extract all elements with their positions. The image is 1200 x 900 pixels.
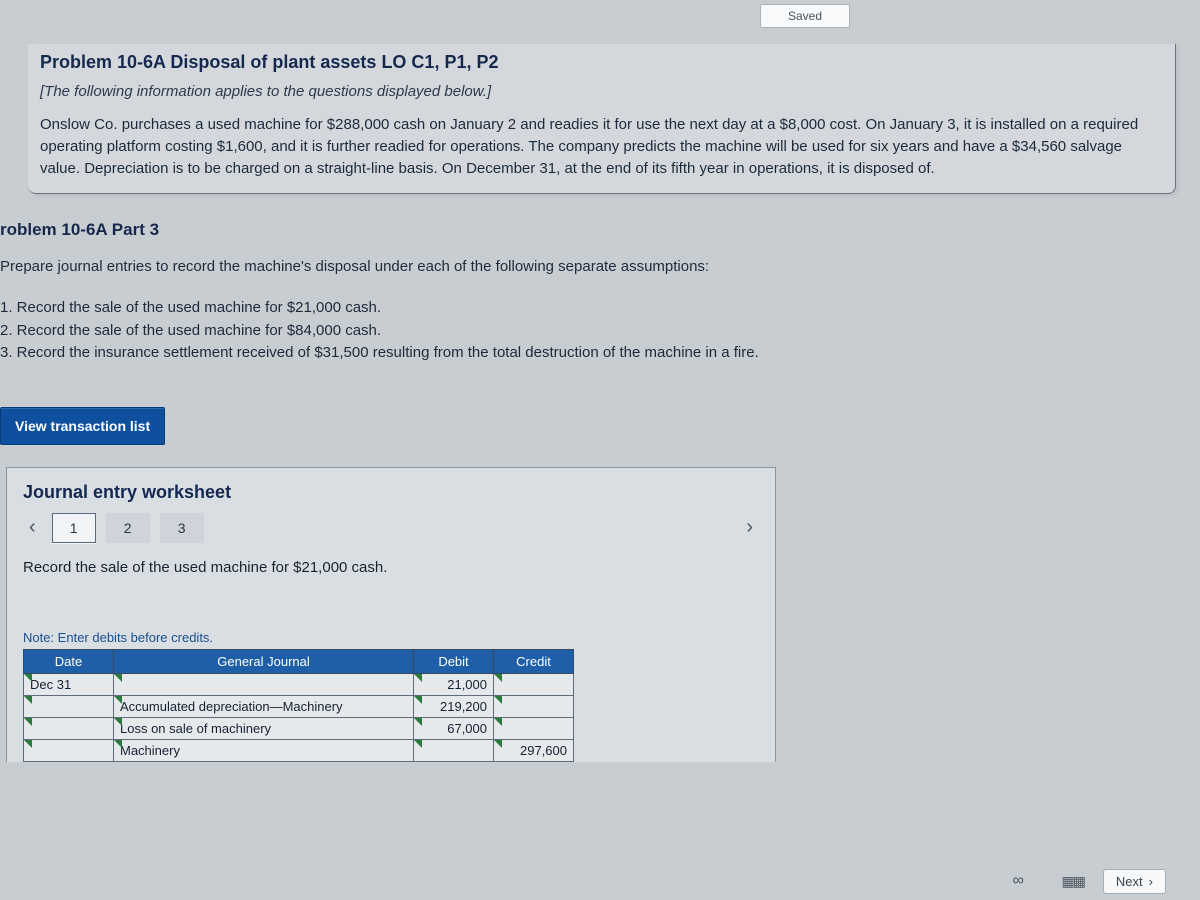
cell-account[interactable]: Accumulated depreciation—Machinery: [114, 695, 414, 717]
worksheet-tab-2[interactable]: 2: [106, 513, 150, 543]
table-row: Accumulated depreciation—Machinery 219,2…: [24, 695, 574, 717]
grid-icon[interactable]: ▦▦: [1062, 873, 1084, 890]
col-header-general-journal: General Journal: [114, 649, 414, 673]
worksheet-title: Journal entry worksheet: [23, 482, 759, 503]
table-row: Loss on sale of machinery 67,000: [24, 717, 574, 739]
view-transaction-list-button[interactable]: View transaction list: [0, 407, 165, 445]
table-row: Machinery 297,600: [24, 739, 574, 761]
assumption-item: 3. Record the insurance settlement recei…: [0, 342, 1188, 365]
assumption-list: 1. Record the sale of the used machine f…: [0, 297, 1188, 365]
col-header-debit: Debit: [414, 649, 494, 673]
cell-account[interactable]: [114, 673, 414, 695]
cell-credit[interactable]: [494, 717, 574, 739]
cell-debit[interactable]: [414, 739, 494, 761]
cell-date[interactable]: [24, 695, 114, 717]
cell-date[interactable]: Dec 31: [24, 673, 114, 695]
col-header-date: Date: [24, 649, 114, 673]
journal-entry-table: Date General Journal Debit Credit Dec 31…: [23, 649, 574, 762]
table-row: Dec 31 21,000: [24, 673, 574, 695]
link-icon[interactable]: ∞: [1013, 872, 1024, 890]
worksheet-tab-3[interactable]: 3: [160, 513, 204, 543]
next-button-label: Next: [1116, 874, 1143, 889]
worksheet-tab-1[interactable]: 1: [52, 513, 96, 543]
col-header-credit: Credit: [494, 649, 574, 673]
cell-credit[interactable]: [494, 695, 574, 717]
problem-note: [The following information applies to th…: [40, 83, 1159, 100]
chevron-right-icon: ›: [1149, 874, 1153, 889]
worksheet-tabs: ‹ 1 2 3 ›: [23, 513, 759, 543]
cell-credit[interactable]: [494, 673, 574, 695]
part-instruction: Prepare journal entries to record the ma…: [0, 258, 1188, 275]
problem-body: Onslow Co. purchases a used machine for …: [40, 114, 1159, 179]
assumption-item: 1. Record the sale of the used machine f…: [0, 297, 1188, 320]
part-heading: roblem 10-6A Part 3: [0, 220, 1188, 240]
cell-debit[interactable]: 21,000: [414, 673, 494, 695]
cell-account[interactable]: Machinery: [114, 739, 414, 761]
debits-before-credits-note: Note: Enter debits before credits.: [23, 630, 759, 645]
cell-date[interactable]: [24, 717, 114, 739]
next-button[interactable]: Next ›: [1103, 869, 1166, 894]
cell-account[interactable]: Loss on sale of machinery: [114, 717, 414, 739]
tab-prev-icon[interactable]: ‹: [23, 516, 42, 539]
table-header-row: Date General Journal Debit Credit: [24, 649, 574, 673]
cell-debit[interactable]: 219,200: [414, 695, 494, 717]
cell-debit[interactable]: 67,000: [414, 717, 494, 739]
cell-date[interactable]: [24, 739, 114, 761]
cell-credit[interactable]: 297,600: [494, 739, 574, 761]
status-saved: Saved: [760, 4, 850, 28]
assumption-item: 2. Record the sale of the used machine f…: [0, 320, 1188, 343]
problem-title: Problem 10-6A Disposal of plant assets L…: [40, 52, 1159, 73]
journal-worksheet-panel: Journal entry worksheet ‹ 1 2 3 › Record…: [6, 467, 776, 762]
problem-panel: Problem 10-6A Disposal of plant assets L…: [28, 44, 1176, 194]
entry-description: Record the sale of the used machine for …: [23, 559, 759, 576]
tab-next-icon[interactable]: ›: [740, 516, 759, 539]
